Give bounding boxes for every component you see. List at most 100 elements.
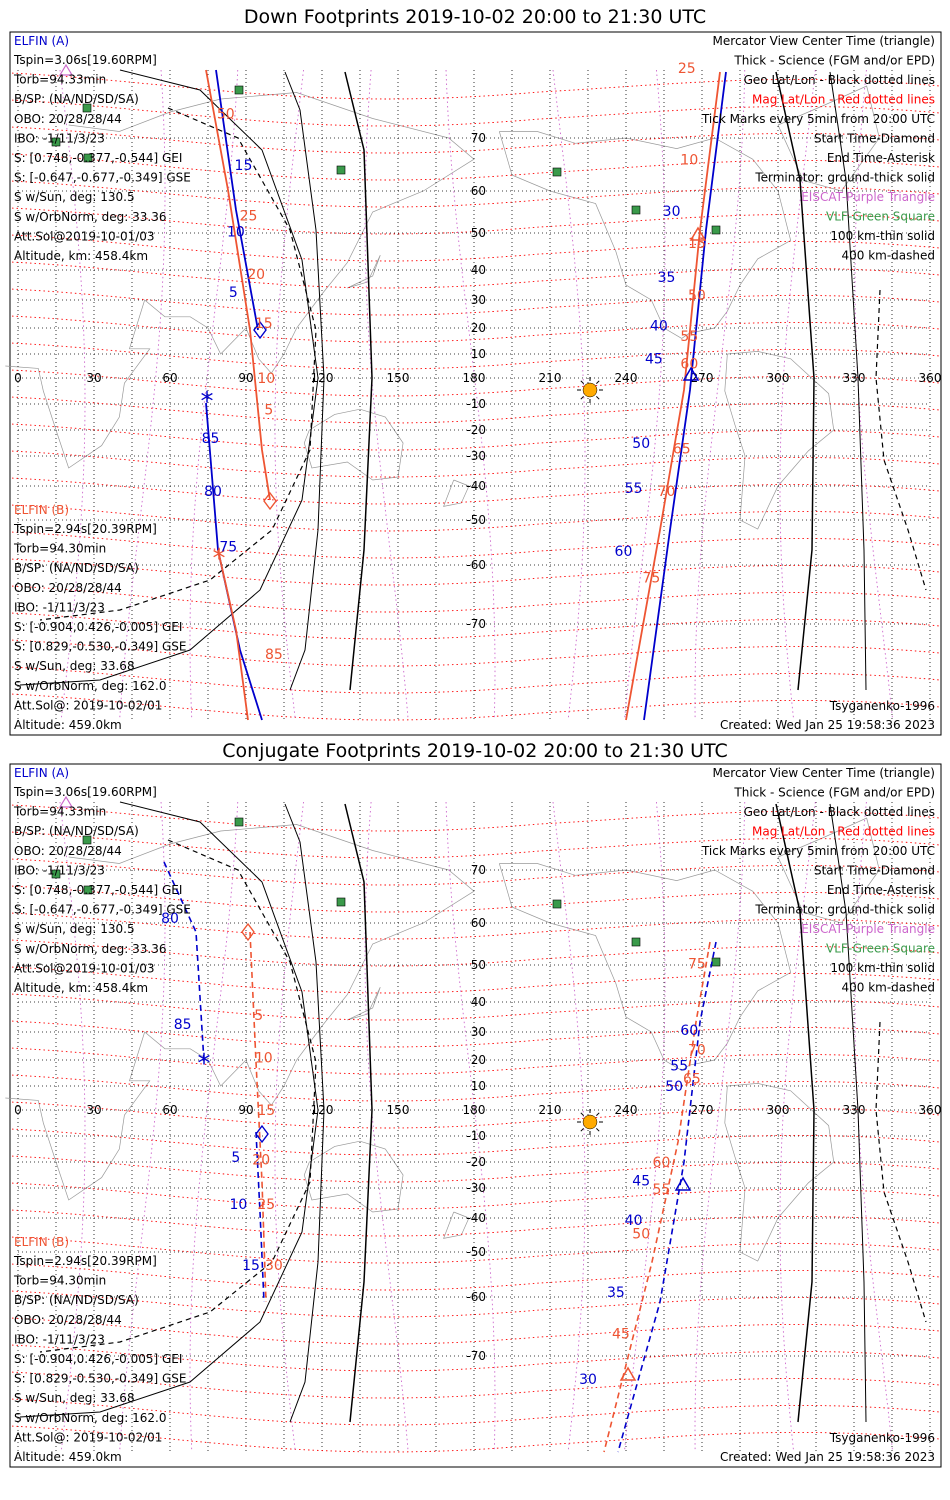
elfin-a-tick-label: 15 [235, 158, 253, 174]
elfin-a-info-line: OBO: 20/28/28/44 [14, 844, 122, 858]
legend-item: Thick - Science (FGM and/or EPD) [733, 786, 935, 800]
triangle-center-marker [619, 1366, 637, 1381]
elfin-a-info-line: IBO: -1/11/3/23 [14, 131, 105, 145]
elfin-b-tick-label: 25 [678, 61, 696, 77]
lat-tick-label: -50 [466, 1245, 486, 1259]
elfin-a-title: ELFIN (A) [14, 766, 69, 780]
elfin-b-tick-label: 60 [653, 1155, 671, 1171]
conjugate-footprints-title: Conjugate Footprints 2019-10-02 20:00 to… [222, 740, 728, 762]
mag-parallel [11, 1101, 941, 1129]
elfin-a-info-line: Torb=94.33min [13, 73, 106, 87]
lat-tick-label: -70 [466, 617, 486, 631]
mag-meridian [552, 69, 586, 721]
lat-tick-label: 70 [471, 863, 486, 877]
lat-tick-label: 30 [471, 1025, 486, 1039]
lat-tick-label: 50 [471, 226, 486, 240]
mag-parallel [11, 1074, 941, 1102]
legend-item: Terminator: ground-thick solid [754, 903, 935, 917]
elfin-b-tick-label: 15 [255, 316, 273, 332]
mag-parallel [11, 639, 941, 667]
elfin-b-title: ELFIN (B) [14, 503, 69, 517]
terminator-curve-west-thick [344, 803, 373, 1423]
mag-meridian [119, 69, 166, 721]
mag-meridian [274, 801, 304, 1453]
elfin-a-info-line: Att.Sol@2019-10-01/03 [14, 961, 155, 975]
terminator-curve-east [829, 71, 867, 691]
mag-meridian [59, 801, 86, 1453]
coastline-4 [777, 85, 880, 192]
lat-tick-label: -10 [466, 1129, 486, 1143]
elfin-a-tick-label: 35 [658, 270, 676, 286]
triangle-center-marker [689, 226, 707, 241]
mag-parallel [11, 966, 941, 994]
elfin-b-tick-label: 50 [688, 288, 706, 304]
mag-parallel [11, 1128, 941, 1156]
elfin-b-tick-label: 5 [254, 1008, 263, 1024]
elfin-b-tick-label: 20 [252, 1153, 270, 1169]
elfin-b-tick-label: 65 [673, 441, 691, 457]
mag-meridian [189, 69, 239, 721]
elfin-a-tick-label: 10 [227, 225, 245, 241]
sun-icon [582, 382, 598, 398]
square-vlf-marker [51, 137, 61, 147]
elfin-b-tick-label: 15 [688, 236, 706, 252]
elfin-b-info-line: S: [-0.904,0.426,-0.005] GEI [14, 1352, 182, 1366]
lat-tick-label: -60 [466, 1290, 486, 1304]
elfin-a-track-east [643, 71, 727, 721]
mag-parallel [11, 1155, 941, 1183]
legend-item: VLF-Green Square [826, 942, 935, 956]
triangle-eiscat-marker [58, 795, 74, 808]
elfin-b-tick-label: 70 [688, 1042, 706, 1058]
sun-icon [582, 1114, 598, 1130]
elfin-a-tick-label: 5 [229, 285, 238, 301]
elfin-a-info-line: Att.Sol@2019-10-01/03 [14, 229, 155, 243]
lon-tick-label: 300 [767, 371, 790, 385]
elfin-a-tick-label: 60 [680, 1023, 698, 1039]
elfin-a-tick-label: 45 [645, 352, 663, 368]
down-footprints-map: 0 30 60 90 120 150 180 210 240 270 300 330 360 70 60 50… [5, 31, 942, 736]
lat-tick-label: 40 [471, 995, 486, 1009]
elfin-b-track-east [603, 941, 711, 1453]
elfin-b-tick-label: 70 [658, 484, 676, 500]
lon-tick-label: 270 [691, 1103, 714, 1117]
lon-tick-label: 60 [162, 1103, 177, 1117]
coastline-5 [443, 479, 470, 507]
mag-parallel [11, 1344, 941, 1372]
mag-parallel [11, 1209, 941, 1237]
asterisk-end-marker: * [198, 1049, 211, 1079]
solid-boundary-west [19, 801, 319, 1418]
lon-tick-label: 90 [238, 1103, 253, 1117]
elfin-b-info-line: OBO: 20/28/28/44 [14, 581, 122, 595]
mag-meridian [189, 801, 239, 1453]
lon-tick-label: 120 [311, 371, 334, 385]
mag-parallel [11, 858, 941, 886]
lat-tick-label: 20 [471, 321, 486, 335]
elfin-a-tick-label: 15 [242, 1258, 260, 1274]
legend-item: 100 km-thin solid [830, 229, 935, 243]
lat-tick-label: -30 [466, 449, 486, 463]
coastline-6 [347, 255, 381, 289]
legend-item: Start Time-Diamond [814, 132, 935, 146]
elfin-a-tick-label: 40 [625, 1213, 643, 1229]
lat-tick-label: 60 [471, 184, 486, 198]
elfin-b-info-line: Altitude: 459.0km [14, 718, 122, 732]
map-frame [9, 31, 942, 736]
elfin-b-info-line: Att.Sol@: 2019-10-02/01 [14, 1430, 162, 1444]
elfin-b-tick-label: 50 [632, 1226, 650, 1242]
legend-item: Geo Lat/Lon - Black dotted lines [744, 805, 935, 819]
lon-tick-label: 180 [463, 371, 486, 385]
elfin-b-tick-label: 85 [265, 647, 283, 663]
elfin-b-tick-label: 30 [265, 1258, 283, 1274]
lon-tick-label: 330 [843, 1103, 866, 1117]
mag-meridian [59, 69, 86, 721]
elfin-a-tick-label: 50 [632, 436, 650, 452]
elfin-b-tick-label: 55 [653, 1182, 671, 1198]
mag-parallel [11, 558, 941, 586]
diamond-start-marker [253, 320, 267, 340]
lat-tick-label: -70 [466, 1349, 486, 1363]
mag-meridian [445, 801, 496, 1453]
mag-parallel [11, 1263, 941, 1291]
square-vlf-marker [336, 165, 346, 175]
elfin-b-tick-label: 10 [680, 153, 698, 169]
mag-parallel [11, 993, 941, 1021]
